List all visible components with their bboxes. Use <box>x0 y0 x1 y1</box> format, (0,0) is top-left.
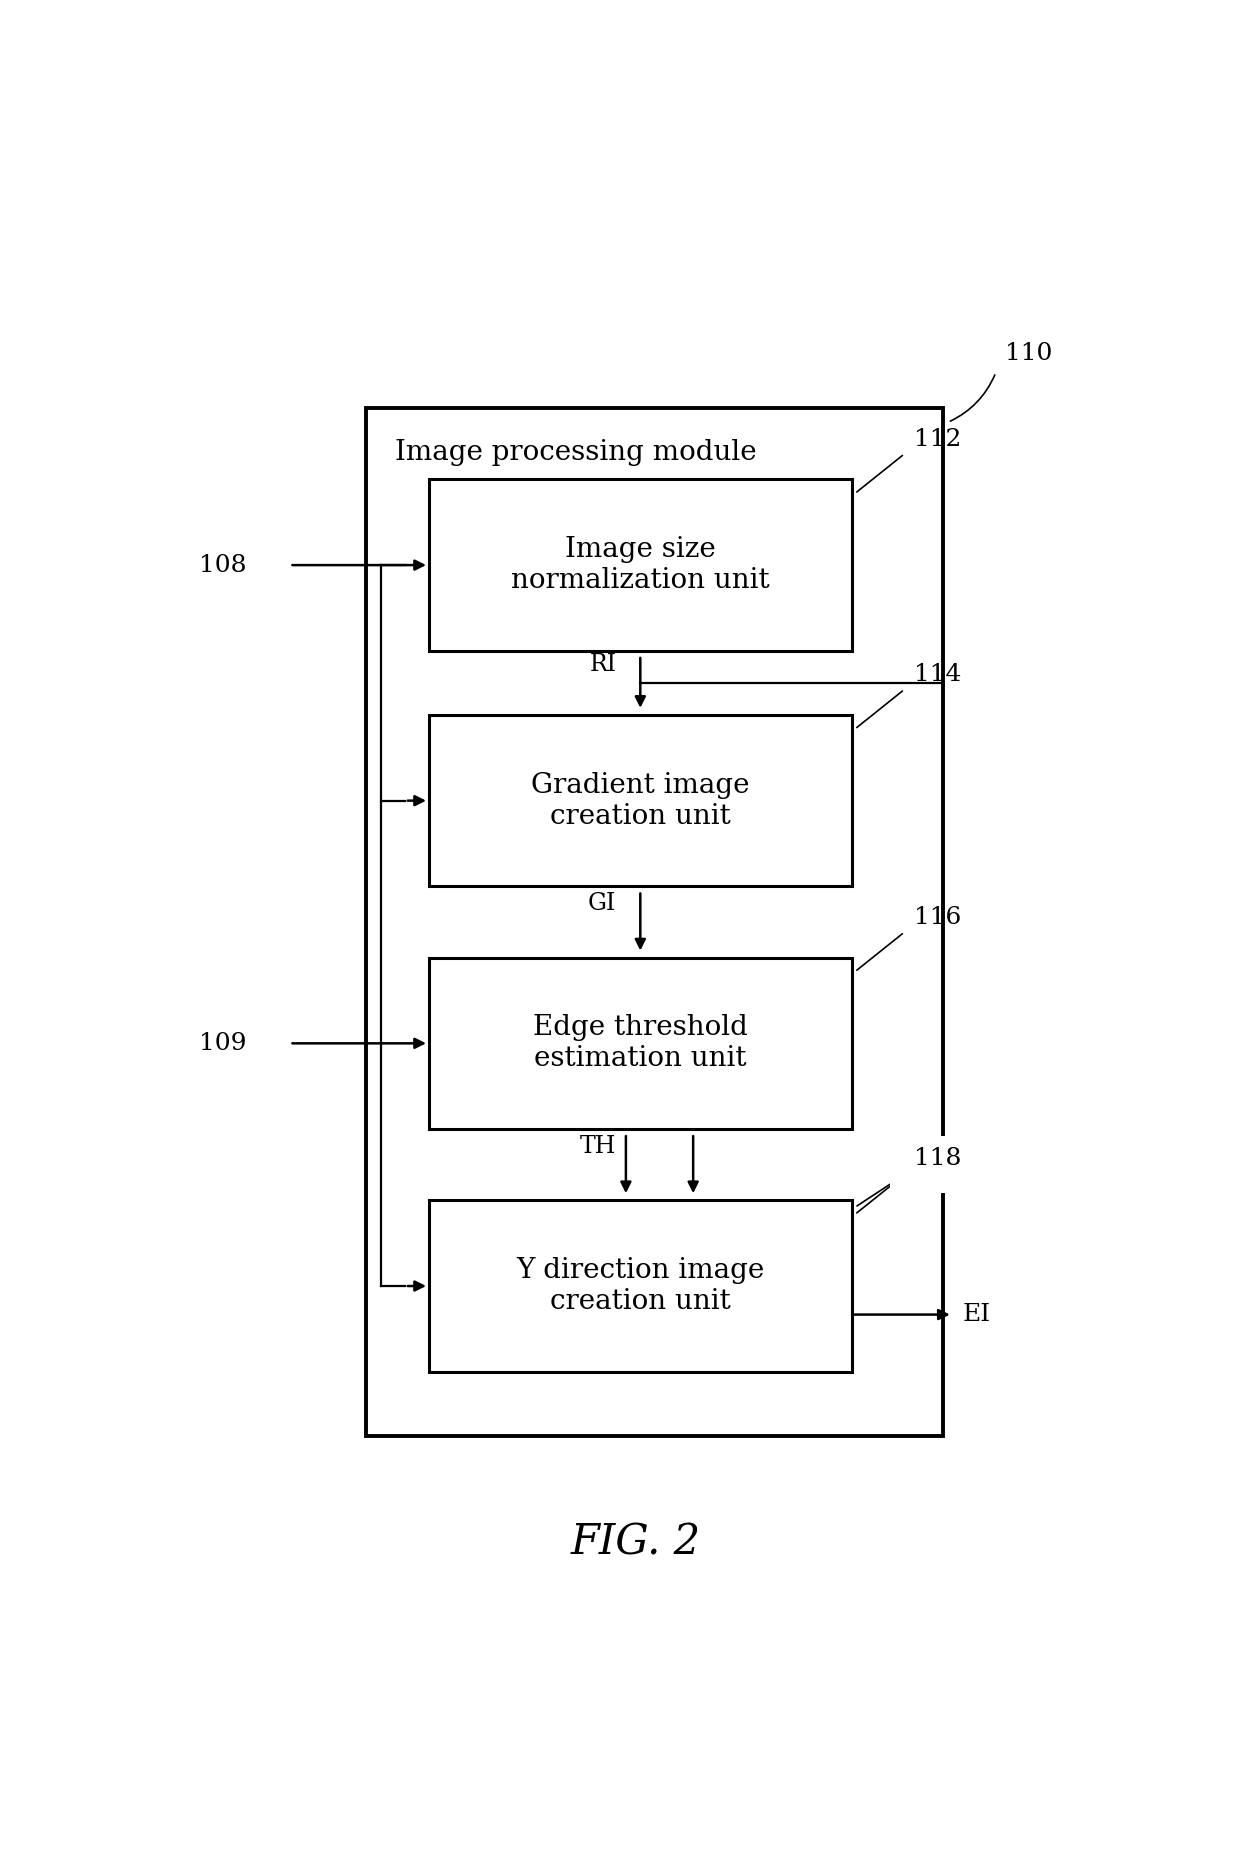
Text: 110: 110 <box>1006 343 1053 365</box>
Text: TH: TH <box>580 1135 616 1157</box>
Text: 116: 116 <box>914 907 961 929</box>
Text: Image size
normalization unit: Image size normalization unit <box>511 536 770 593</box>
Text: 108: 108 <box>198 554 247 577</box>
Text: 112: 112 <box>914 428 961 451</box>
Bar <box>429 959 852 1129</box>
Text: Y direction image
creation unit: Y direction image creation unit <box>516 1257 764 1314</box>
Bar <box>367 408 942 1437</box>
Text: Gradient image
creation unit: Gradient image creation unit <box>531 771 749 831</box>
Text: FIG. 2: FIG. 2 <box>570 1522 701 1565</box>
Text: 109: 109 <box>198 1033 247 1055</box>
Text: Edge threshold
estimation unit: Edge threshold estimation unit <box>533 1014 748 1072</box>
Text: 114: 114 <box>914 664 961 686</box>
Text: Image processing module: Image processing module <box>396 439 756 467</box>
Text: GI: GI <box>588 892 616 914</box>
Bar <box>890 1137 1034 1194</box>
Text: RI: RI <box>589 653 616 675</box>
Text: 118: 118 <box>914 1149 961 1172</box>
Text: EI: EI <box>962 1303 991 1326</box>
Bar <box>429 1200 852 1372</box>
Bar <box>429 716 852 886</box>
Bar <box>429 480 852 651</box>
Text: 118: 118 <box>914 1148 961 1170</box>
